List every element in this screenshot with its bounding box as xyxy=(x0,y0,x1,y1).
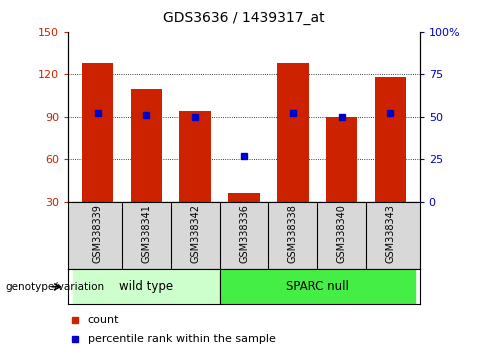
Bar xyxy=(228,193,260,202)
Text: GSM338339: GSM338339 xyxy=(93,204,102,263)
Text: GSM338336: GSM338336 xyxy=(239,204,249,263)
Text: percentile rank within the sample: percentile rank within the sample xyxy=(88,333,276,344)
Text: GSM338340: GSM338340 xyxy=(337,204,346,263)
Text: count: count xyxy=(88,315,119,325)
Text: GSM338343: GSM338343 xyxy=(386,204,395,263)
Text: GSM338341: GSM338341 xyxy=(142,204,151,263)
Bar xyxy=(82,63,114,202)
Bar xyxy=(277,63,309,202)
Text: GSM338338: GSM338338 xyxy=(288,204,298,263)
Text: SPARC null: SPARC null xyxy=(286,280,348,293)
Bar xyxy=(73,269,220,304)
Bar xyxy=(220,269,415,304)
Bar xyxy=(326,117,358,202)
Bar xyxy=(375,77,407,202)
Text: GDS3636 / 1439317_at: GDS3636 / 1439317_at xyxy=(163,11,325,25)
Bar xyxy=(131,88,163,202)
Text: wild type: wild type xyxy=(120,280,173,293)
Bar xyxy=(180,111,211,202)
Text: genotype/variation: genotype/variation xyxy=(5,282,104,292)
Text: GSM338342: GSM338342 xyxy=(190,204,200,263)
